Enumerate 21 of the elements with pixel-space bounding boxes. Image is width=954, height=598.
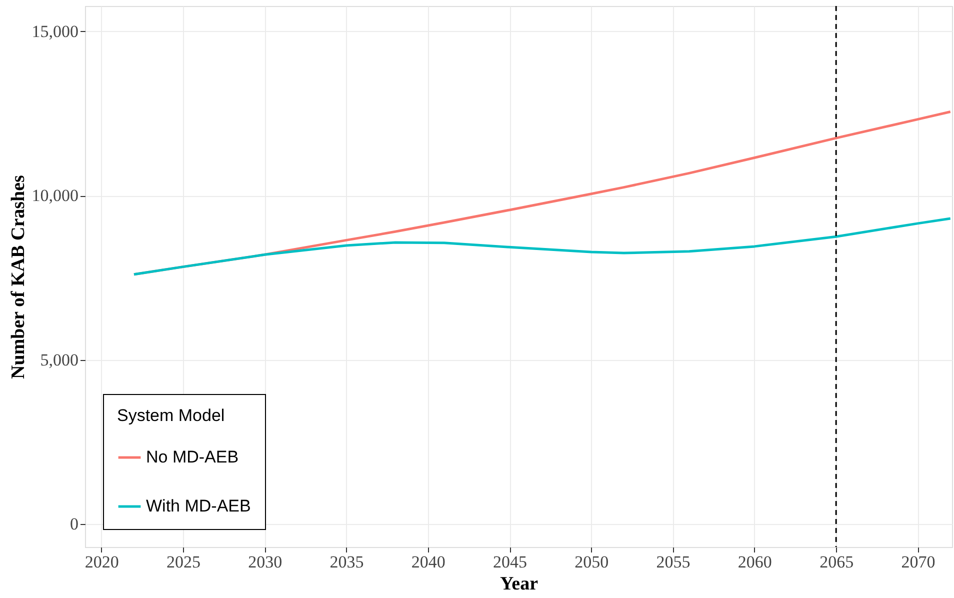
- y-tick-label: 10,000: [32, 186, 78, 206]
- x-tick-label: 2065: [820, 552, 854, 572]
- y-axis-title: Number of KAB Crashes: [8, 175, 29, 379]
- legend-label: No MD-AEB: [146, 448, 239, 466]
- x-tick-label: 2050: [574, 552, 609, 572]
- x-tick-label: 2035: [330, 552, 364, 572]
- legend-label: With MD-AEB: [146, 496, 251, 516]
- x-tick-label: 2070: [901, 552, 936, 572]
- line-series: [132, 217, 952, 276]
- legend-title: System Model: [117, 406, 225, 425]
- y-tick-label: 0: [70, 514, 78, 534]
- y-tick-label: 15,000: [32, 22, 78, 41]
- x-tick-label: 2020: [84, 552, 119, 572]
- x-tick-label: 2055: [656, 552, 690, 572]
- x-tick-label: 2040: [411, 552, 446, 572]
- x-tick-label: 2060: [738, 552, 772, 572]
- x-tick-label: 2030: [248, 552, 282, 572]
- y-tick-label: 5,000: [40, 350, 78, 370]
- x-tick-label: 2045: [493, 552, 528, 572]
- x-tick-label: 2025: [166, 552, 200, 572]
- x-axis-title: Year: [500, 574, 539, 594]
